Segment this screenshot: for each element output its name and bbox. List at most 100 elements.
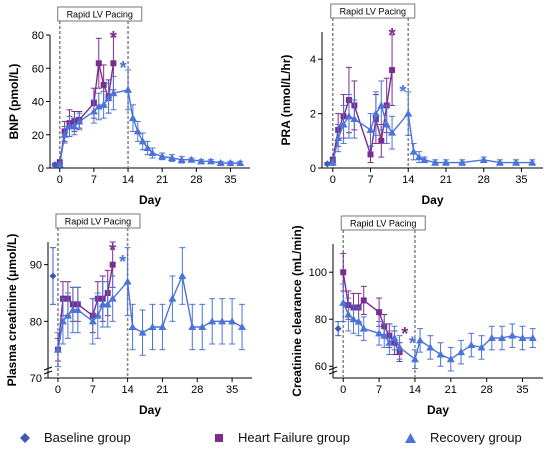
- data-point-triangle: [375, 329, 384, 337]
- data-point-triangle: [371, 109, 380, 117]
- data-point-triangle: [158, 152, 167, 160]
- data-point-triangle: [495, 158, 504, 166]
- x-tick-label: 0: [55, 384, 61, 396]
- data-point-triangle: [103, 300, 112, 308]
- data-point-square: [378, 137, 385, 144]
- data-point-triangle: [138, 328, 147, 336]
- data-point-diamond: [334, 325, 342, 333]
- significance-star: *: [110, 28, 117, 48]
- data-point-diamond: [49, 272, 57, 280]
- data-point-triangle: [63, 311, 72, 319]
- pacing-annotation-label: Rapid LV Pacing: [67, 10, 133, 20]
- y-tick-label: 20: [32, 130, 44, 142]
- data-point-square: [100, 81, 107, 88]
- data-point-square: [367, 151, 374, 158]
- data-point-triangle: [208, 317, 217, 325]
- series-heart_failure: [56, 36, 117, 167]
- data-point-triangle: [75, 117, 84, 125]
- data-point-triangle: [128, 323, 137, 330]
- x-tick-label: 7: [90, 384, 96, 396]
- x-tick-label: 7: [367, 174, 373, 186]
- y-tick-label: 40: [32, 97, 44, 109]
- data-point-square: [340, 269, 347, 276]
- y-tick-label: 60: [32, 63, 44, 75]
- data-point-triangle: [89, 107, 98, 115]
- pacing-annotation-label: Rapid LV Pacing: [65, 217, 131, 227]
- legend-label-heart-failure: Heart Failure group: [238, 430, 350, 445]
- y-tick-label: 100: [309, 267, 327, 279]
- x-tick-label: 21: [156, 384, 168, 396]
- data-point-triangle: [349, 315, 358, 323]
- y-axis-label: BNP (pmol/L): [7, 64, 21, 140]
- chart-panel-bottom-right: 0 7 14 21 28 35 60 80 100 Day Creatinine clearance…: [290, 215, 543, 417]
- series-baseline: [334, 321, 342, 337]
- data-point-triangle: [158, 323, 167, 330]
- data-point-triangle: [420, 155, 429, 163]
- chart-panel-bottom-left: 0 7 14 21 28 35 70 80 90 Day Plasma creatinine (μm…: [5, 213, 252, 417]
- x-tick-label: 35: [224, 174, 236, 186]
- y-tick-label: 80: [30, 316, 42, 328]
- data-point-triangle: [390, 334, 399, 342]
- data-point-triangle: [528, 158, 537, 166]
- data-point-triangle: [236, 159, 245, 167]
- axis-break-mark: [43, 366, 53, 371]
- data-point-triangle: [359, 324, 368, 332]
- y-tick-label: 2: [310, 109, 316, 121]
- data-point-triangle: [344, 112, 353, 120]
- x-tick-label: 35: [515, 174, 527, 186]
- data-point-square: [376, 309, 383, 316]
- x-tick-label: 0: [330, 174, 336, 186]
- data-point-triangle: [477, 343, 486, 351]
- data-point-triangle: [528, 334, 537, 342]
- data-point-triangle: [344, 310, 353, 318]
- series-baseline: [49, 247, 57, 305]
- y-tick-label: 80: [315, 314, 327, 326]
- data-point-triangle: [53, 345, 62, 353]
- series-recovery: [55, 69, 245, 168]
- y-tick-label: 80: [32, 30, 44, 42]
- data-point-triangle: [70, 122, 79, 130]
- x-tick-label: 7: [376, 384, 382, 396]
- series-line: [332, 69, 393, 160]
- data-point-triangle: [479, 155, 488, 163]
- series-heart_failure: [54, 241, 116, 362]
- data-point-triangle: [177, 155, 186, 163]
- significance-star: *: [401, 324, 408, 344]
- data-point-triangle: [228, 317, 237, 325]
- data-point-triangle: [187, 155, 196, 163]
- series-line: [57, 273, 243, 350]
- data-point-square: [389, 67, 396, 74]
- significance-star: *: [109, 241, 116, 261]
- series-heart_failure: [340, 252, 403, 363]
- x-tick-label: 14: [121, 384, 133, 396]
- data-point-triangle: [88, 317, 97, 325]
- data-point-square: [110, 60, 117, 67]
- x-axis-label: Day: [421, 193, 443, 207]
- legend-item-baseline: Baseline group: [20, 430, 131, 445]
- data-point-triangle: [168, 294, 177, 302]
- data-point-triangle: [354, 317, 363, 325]
- data-point-triangle: [382, 120, 391, 128]
- significance-star: *: [119, 252, 126, 272]
- data-point-triangle: [167, 154, 176, 162]
- y-axis-label: Plasma creatinine (μmol/L): [5, 234, 19, 387]
- axis-break-mark: [43, 370, 53, 375]
- pacing-annotation-box: [55, 213, 141, 229]
- x-tick-label: 35: [516, 384, 528, 396]
- data-point-triangle: [109, 89, 118, 97]
- pacing-annotation-label: Rapid LV Pacing: [340, 7, 406, 17]
- y-axis-label: PRA (nmol/L/hr): [279, 55, 293, 146]
- data-point-triangle: [385, 338, 394, 346]
- data-point-triangle: [404, 109, 413, 117]
- data-point-triangle: [446, 355, 455, 363]
- legend-label-baseline: Baseline group: [44, 430, 131, 445]
- data-point-triangle: [148, 323, 157, 330]
- x-axis-label: Day: [427, 403, 449, 417]
- data-point-triangle: [148, 149, 157, 157]
- significance-star: *: [409, 333, 416, 353]
- chart-panel-top-right: 0 7 14 21 28 35 0 2 4 Day PRA (nmol/L/hr) Rapid LV …: [279, 3, 543, 207]
- data-point-triangle: [339, 298, 348, 306]
- diamond-marker-icon: [20, 432, 30, 443]
- significance-star: *: [120, 58, 127, 78]
- legend-label-recovery: Recovery group: [430, 430, 522, 445]
